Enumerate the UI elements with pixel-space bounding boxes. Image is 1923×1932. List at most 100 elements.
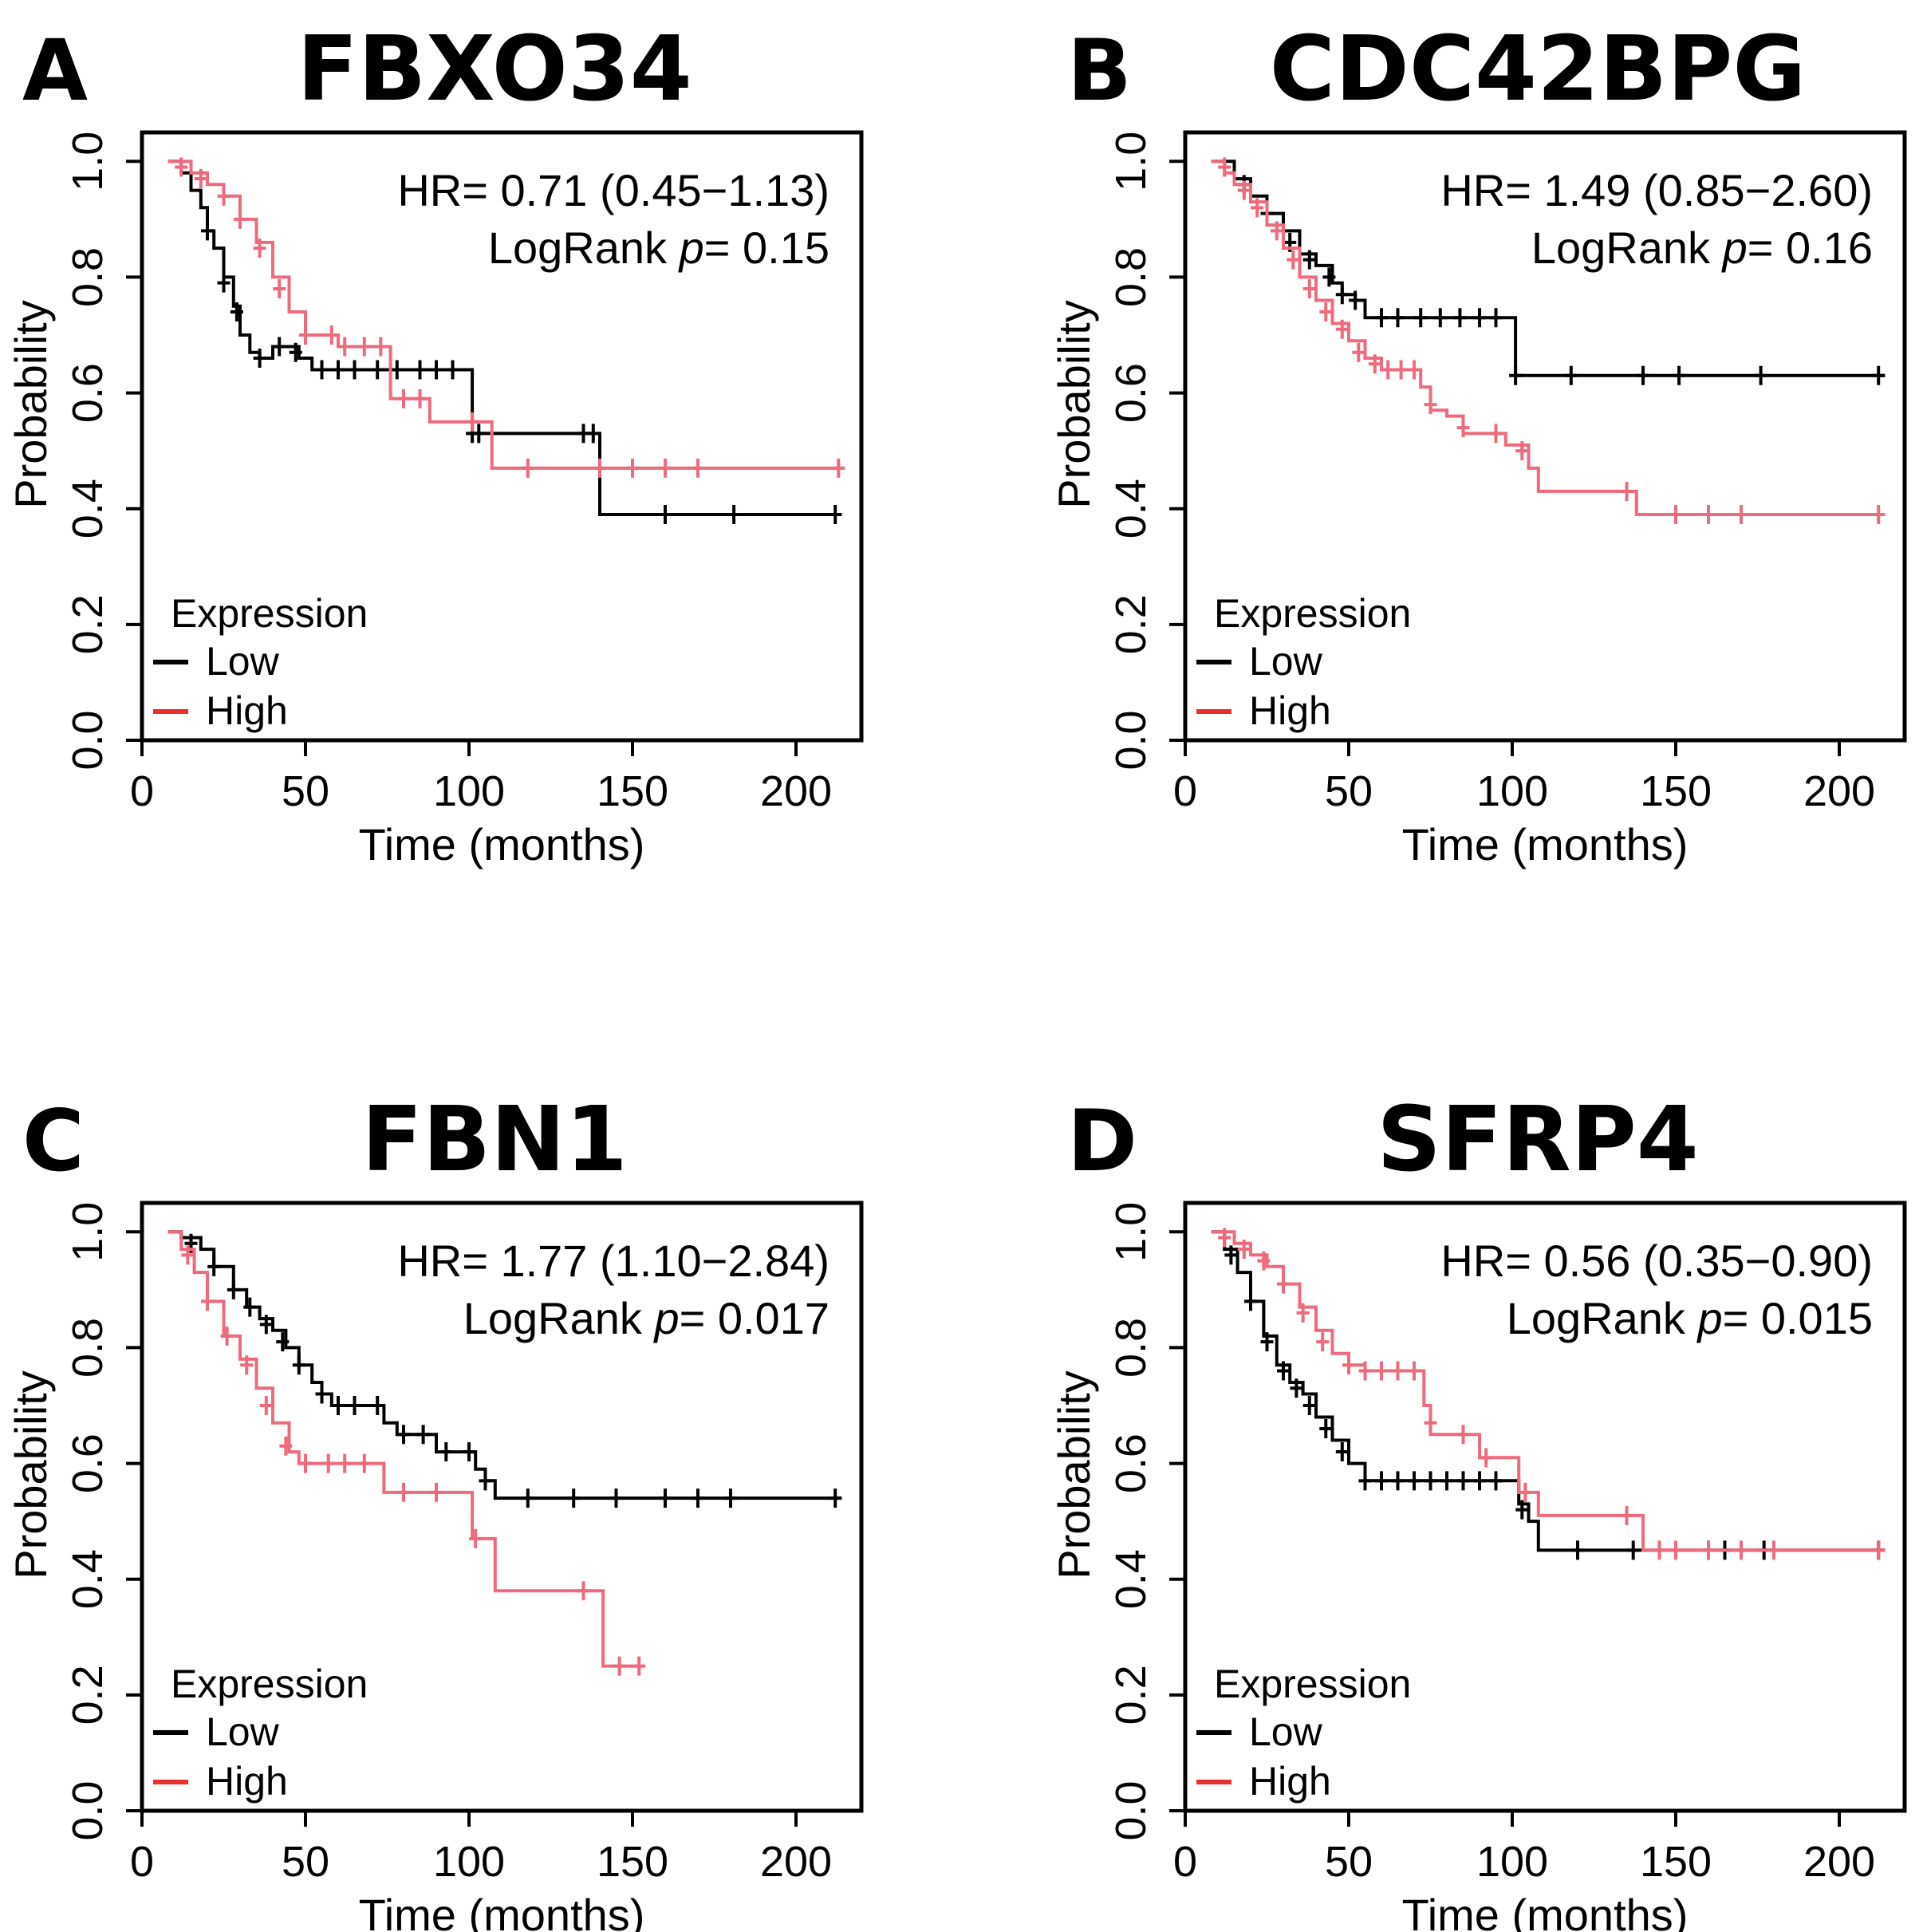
- censor-mark-high: [692, 458, 704, 478]
- censor-mark-low: [567, 1488, 581, 1508]
- censor-mark-high: [1316, 1332, 1330, 1352]
- y-tick-label: 1.0: [1107, 132, 1155, 191]
- legend: Expression Low High: [1196, 1662, 1411, 1804]
- y-tick-label: 0.6: [64, 363, 112, 423]
- survival-curve-low: [167, 160, 842, 516]
- censor-mark-low: [1277, 1361, 1290, 1381]
- censor-mark-high: [1391, 1361, 1405, 1381]
- censor-mark-high: [1302, 278, 1316, 298]
- x-tick-label: 50: [282, 1838, 329, 1886]
- censor-mark-low: [416, 1425, 430, 1445]
- x-tick-label: 0: [1173, 1838, 1197, 1886]
- censor-mark-low: [829, 1488, 842, 1508]
- x-axis-label: Time (months): [359, 819, 645, 869]
- logrank-text: LogRank p= 0.15: [488, 223, 829, 273]
- censor-mark-high: [1515, 441, 1529, 461]
- survival-curve-high: [167, 160, 842, 470]
- censor-mark-high: [1489, 424, 1503, 444]
- censor-mark-high: [1735, 1540, 1748, 1560]
- censor-mark-high: [181, 1245, 195, 1265]
- censor-mark-low: [586, 424, 600, 444]
- censor-mark-low: [1244, 1291, 1257, 1311]
- censor-mark-high: [234, 209, 246, 229]
- legend-title: Expression: [1214, 591, 1411, 636]
- censor-mark-low: [1358, 1471, 1372, 1491]
- x-tick-labels: 0 50 100 150 200: [1173, 1838, 1875, 1886]
- y-tick-label: 0.0: [64, 710, 112, 770]
- censor-mark-high: [1519, 1482, 1532, 1502]
- censor-mark-low: [1456, 1471, 1470, 1491]
- censor-mark-high: [632, 1656, 646, 1676]
- censor-mark-low: [659, 504, 672, 524]
- censor-mark-high: [1237, 180, 1251, 200]
- censor-mark-high: [1237, 1240, 1251, 1260]
- censor-mark-high: [1620, 481, 1633, 501]
- censor-mark-low: [1673, 365, 1686, 385]
- censor-mark-high: [1270, 221, 1283, 241]
- survival-curve-low: [1211, 1230, 1886, 1552]
- censor-mark-high: [1352, 342, 1365, 362]
- y-tick-label: 0.2: [1107, 594, 1155, 654]
- censor-mark-low: [1319, 1419, 1333, 1439]
- censor-mark-high: [1669, 1540, 1682, 1560]
- censor-mark-low: [1349, 290, 1362, 310]
- logrank-prefix: LogRank: [463, 1293, 655, 1343]
- censor-mark-low: [446, 360, 459, 380]
- censor-mark-low: [1335, 285, 1349, 305]
- censor-mark-low: [727, 504, 741, 524]
- censor-mark-low: [1335, 1442, 1349, 1462]
- plot-area: [1169, 130, 1907, 756]
- p-value: = 0.15: [704, 223, 829, 273]
- censor-mark-high: [832, 458, 845, 478]
- censor-mark-high: [1277, 1274, 1290, 1294]
- censor-mark-high: [1408, 360, 1421, 380]
- survival-curve-high: [1211, 160, 1886, 516]
- censor-mark-high: [1251, 198, 1264, 218]
- censor-mark-low: [348, 1396, 361, 1415]
- censor-mark-high: [220, 1326, 234, 1346]
- x-axis-label: Time (months): [359, 1890, 645, 1932]
- y-tick-label: 0.2: [64, 1665, 112, 1725]
- legend: Expression Low High: [153, 591, 368, 733]
- panel-d: D SFRP4 0.0 0.2 0.4 0.6 0.8 1.0 0 50 100…: [1049, 1088, 1907, 1932]
- censor-mark-high: [1456, 1425, 1470, 1445]
- censor-mark-high: [1381, 360, 1395, 380]
- censor-mark-low: [1509, 365, 1523, 385]
- x-tick-label: 100: [433, 1838, 505, 1886]
- y-tick-label: 0.6: [1107, 363, 1155, 423]
- censor-mark-low: [1290, 1378, 1303, 1398]
- censor-mark-high: [397, 388, 410, 408]
- censor-mark-high: [240, 1355, 254, 1375]
- p-value: = 0.017: [680, 1293, 829, 1343]
- y-tick-label: 0.0: [64, 1780, 112, 1840]
- censor-mark-high: [217, 186, 231, 206]
- censor-mark-low: [315, 360, 329, 380]
- panel-letter: C: [22, 1092, 85, 1190]
- x-tick-label: 0: [1173, 767, 1197, 815]
- censor-mark-high: [593, 458, 606, 478]
- plot-area: [1169, 1201, 1907, 1827]
- y-tick-label: 0.2: [1107, 1665, 1155, 1725]
- legend-label-low: Low: [206, 1709, 280, 1754]
- censor-mark-low: [230, 302, 243, 321]
- censor-mark-low: [1473, 1471, 1486, 1491]
- censor-mark-high: [1480, 1448, 1493, 1468]
- logrank-prefix: LogRank: [1507, 1293, 1698, 1343]
- censor-mark-low: [1433, 308, 1447, 328]
- panel-title: CDC42BPG: [1270, 18, 1807, 121]
- logrank-text: LogRank p= 0.015: [1507, 1293, 1873, 1343]
- legend: Expression Low High: [153, 1662, 368, 1804]
- hazard-ratio-text: HR= 0.56 (0.35−0.90): [1440, 1236, 1873, 1286]
- censor-mark-low: [1489, 308, 1503, 328]
- legend-label-high: High: [1249, 688, 1331, 733]
- censor-mark-low: [217, 273, 231, 293]
- censor-mark-low: [1872, 365, 1886, 385]
- censor-mark-high: [374, 337, 388, 357]
- y-tick-label: 1.0: [64, 1202, 112, 1262]
- logrank-prefix: LogRank: [488, 223, 680, 273]
- x-tick-label: 50: [282, 767, 329, 815]
- censor-mark-high: [273, 278, 286, 298]
- y-axis-label: Probability: [6, 1370, 56, 1579]
- censor-mark-low: [315, 1384, 329, 1404]
- censor-mark-high: [521, 458, 534, 478]
